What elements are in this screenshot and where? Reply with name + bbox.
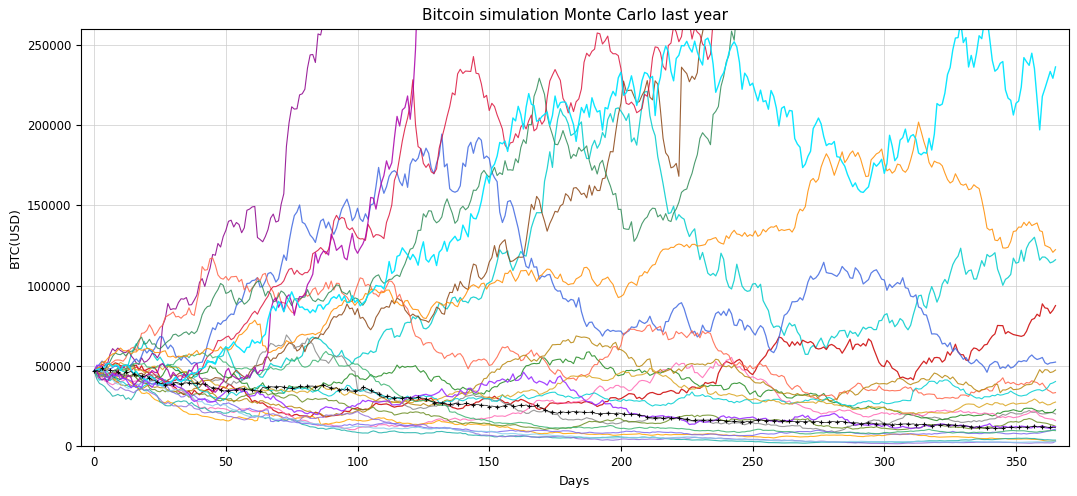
- Title: Bitcoin simulation Monte Carlo last year: Bitcoin simulation Monte Carlo last year: [422, 8, 728, 23]
- Y-axis label: BTC(USD): BTC(USD): [9, 207, 22, 268]
- X-axis label: Days: Days: [559, 475, 590, 488]
